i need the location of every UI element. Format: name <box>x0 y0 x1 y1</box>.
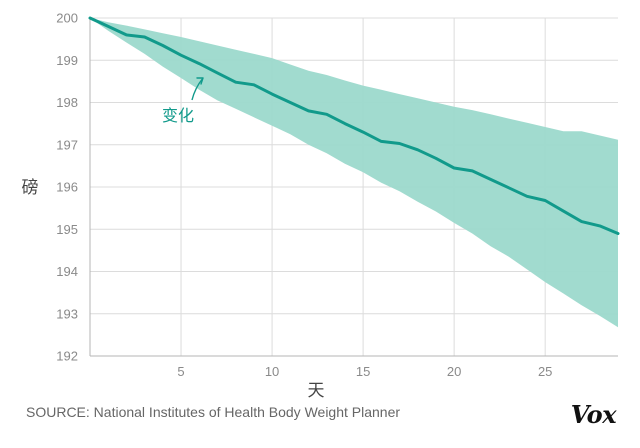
vox-logo: Vox <box>570 400 617 429</box>
y-tick-label-200: 200 <box>56 11 78 26</box>
source-note: SOURCE: National Institutes of Health Bo… <box>26 404 401 420</box>
y-axis-title: 磅 <box>22 178 39 198</box>
y-tick-label-194: 194 <box>56 264 78 279</box>
y-tick-label-193: 193 <box>56 306 78 321</box>
y-tick-label-197: 197 <box>56 137 78 152</box>
annotation-arrow-head <box>196 77 204 85</box>
series-line-change <box>88 16 620 235</box>
y-tick-label-198: 198 <box>56 95 78 110</box>
y-tick-label-199: 199 <box>56 53 78 68</box>
x-axis-title: 天 <box>308 381 325 401</box>
x-tick-label-25: 25 <box>538 364 552 379</box>
y-tick-label-195: 195 <box>56 222 78 237</box>
y-tick-label-192: 192 <box>56 349 78 364</box>
y-tick-label-196: 196 <box>56 180 78 195</box>
x-tick-label-10: 10 <box>265 364 279 379</box>
x-tick-label-20: 20 <box>447 364 461 379</box>
x-tick-label-15: 15 <box>356 364 370 379</box>
annotation-label: 变化 <box>162 106 194 125</box>
uncertainty-band <box>90 18 618 328</box>
x-tick-label-5: 5 <box>177 364 184 379</box>
